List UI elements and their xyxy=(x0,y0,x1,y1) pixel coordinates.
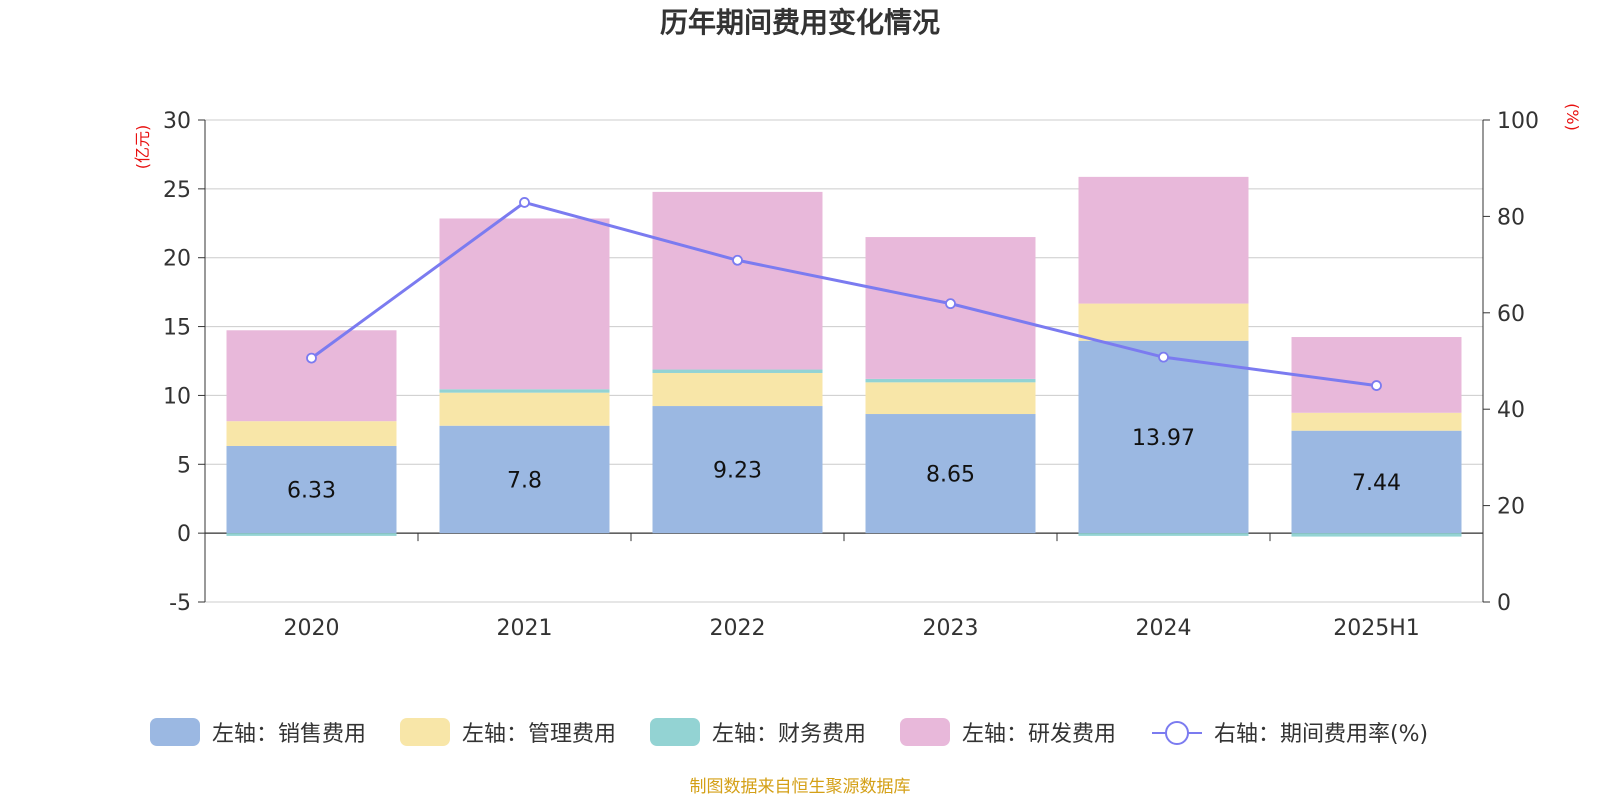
bar-左轴：财务费用-2023 xyxy=(865,378,1036,383)
bar-左轴：销售费用-2020 xyxy=(226,445,397,534)
left-tick-label: 5 xyxy=(177,453,191,478)
bar-左轴：财务费用-2024 xyxy=(1078,533,1249,536)
bar-左轴：销售费用-2023 xyxy=(865,414,1036,534)
data-label: 9.23 xyxy=(713,459,762,484)
right-tick-label: 60 xyxy=(1497,302,1525,327)
right-tick-label: 100 xyxy=(1497,109,1539,134)
x-tick-label: 2023 xyxy=(923,616,979,641)
bar-左轴：财务费用-2022 xyxy=(652,369,823,373)
bar-左轴：研发费用-2022 xyxy=(652,191,823,370)
left-tick-label: 20 xyxy=(163,247,191,272)
legend-swatch xyxy=(900,718,950,746)
x-tick-label: 2021 xyxy=(497,616,553,641)
right-axis-unit: (%) xyxy=(1563,103,1582,131)
bar-左轴：财务费用-2021 xyxy=(439,389,610,393)
bar-左轴：研发费用-2021 xyxy=(439,218,610,390)
left-axis-unit: (亿元) xyxy=(133,125,152,170)
bar-左轴：销售费用-2024 xyxy=(1078,340,1249,534)
rate-line-layer xyxy=(306,197,1382,391)
left-tick-label: 30 xyxy=(163,109,191,134)
bar-左轴：研发费用-2020 xyxy=(226,330,397,422)
bar-左轴：销售费用-2025H1 xyxy=(1291,430,1462,534)
rate-line xyxy=(310,200,1377,388)
bar-左轴：管理费用-2023 xyxy=(865,382,1036,415)
legend-swatch xyxy=(400,718,450,746)
rate-point-2021 xyxy=(519,197,530,208)
data-label: 6.33 xyxy=(287,479,336,504)
axes: -5 0 5 10 15 20 25 30 0 20 40 60 80 100 2020 2021 2022 20… xyxy=(133,103,1582,641)
bar-左轴：管理费用-2025H1 xyxy=(1291,412,1462,431)
bar-左轴：管理费用-2022 xyxy=(652,372,823,407)
bar-左轴：管理费用-2020 xyxy=(226,421,397,446)
left-tick-label: 0 xyxy=(177,522,191,547)
legend: 左轴：销售费用 左轴：管理费用 左轴：财务费用 左轴：研发费用 右轴：期间费用率(%) xyxy=(150,718,1428,747)
bar-左轴：财务费用-2020 xyxy=(226,533,397,536)
x-tick-label: 2022 xyxy=(710,616,766,641)
bar-左轴：销售费用-2021 xyxy=(439,425,610,534)
left-tick-label: -5 xyxy=(169,591,191,616)
legend-marker xyxy=(1165,721,1189,745)
right-tick-label: 0 xyxy=(1497,591,1511,616)
left-tick-label: 15 xyxy=(163,316,191,341)
chart-title: 历年期间费用变化情况 xyxy=(660,6,940,39)
right-tick-label: 40 xyxy=(1497,398,1525,423)
source-note: 制图数据来自恒生聚源数据库 xyxy=(690,777,911,797)
grid-lines xyxy=(205,119,1483,603)
legend-label: 右轴：期间费用率(%) xyxy=(1214,722,1428,747)
rate-point-2020 xyxy=(306,352,317,364)
bar-左轴：管理费用-2024 xyxy=(1078,303,1249,341)
left-tick-label: 25 xyxy=(163,178,191,203)
legend-label: 左轴：研发费用 xyxy=(962,722,1116,747)
legend-swatch xyxy=(650,718,700,746)
rate-point-2025H1 xyxy=(1371,380,1382,391)
data-label: 7.8 xyxy=(507,468,542,493)
data-label: 13.97 xyxy=(1132,426,1195,451)
data-label: 7.44 xyxy=(1352,471,1401,496)
legend-label: 左轴：管理费用 xyxy=(462,722,616,747)
right-tick-label: 80 xyxy=(1497,205,1525,230)
bar-左轴：研发费用-2025H1 xyxy=(1291,337,1462,413)
left-tick-label: 10 xyxy=(163,384,191,409)
legend-label: 左轴：财务费用 xyxy=(712,722,866,747)
x-tick-label: 2020 xyxy=(284,616,340,641)
right-tick-label: 20 xyxy=(1497,495,1525,520)
x-tick-label: 2024 xyxy=(1136,616,1192,641)
legend-swatch xyxy=(150,718,200,746)
bar-左轴：财务费用-2025H1 xyxy=(1291,533,1462,537)
rate-point-2024 xyxy=(1158,351,1169,363)
bar-左轴：销售费用-2022 xyxy=(652,406,823,534)
rate-point-2023 xyxy=(945,298,956,310)
data-labels: 6.33 7.8 9.23 8.65 13.97 7.44 xyxy=(287,426,1401,504)
bar-左轴：研发费用-2024 xyxy=(1078,176,1249,304)
bar-layer xyxy=(226,176,1462,537)
legend-label: 左轴：销售费用 xyxy=(212,722,366,747)
x-tick-label: 2025H1 xyxy=(1333,616,1420,641)
rate-point-2022 xyxy=(732,254,743,266)
data-label: 8.65 xyxy=(926,463,975,488)
bar-左轴：管理费用-2021 xyxy=(439,392,610,426)
